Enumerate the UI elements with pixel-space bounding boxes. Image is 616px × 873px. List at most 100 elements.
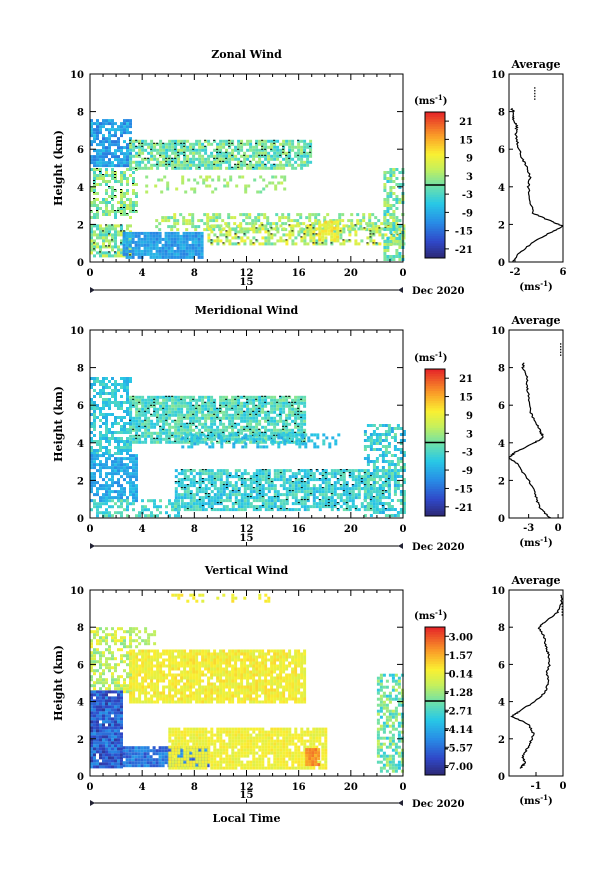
heatmap-cell bbox=[186, 139, 190, 143]
heatmap-cell bbox=[186, 154, 190, 158]
heatmap-cell bbox=[93, 137, 96, 141]
heatmap-cell bbox=[99, 413, 102, 416]
contour-mark bbox=[171, 157, 174, 159]
heatmap-cell bbox=[240, 484, 244, 488]
heatmap-cell bbox=[327, 478, 331, 482]
heatmap-cell bbox=[195, 139, 199, 143]
heatmap-cell bbox=[182, 255, 186, 259]
contour-mark bbox=[102, 174, 104, 175]
heatmap-cell bbox=[297, 157, 301, 161]
heatmap-cell bbox=[384, 430, 388, 433]
heatmap-cell bbox=[93, 434, 96, 437]
heatmap-cell bbox=[231, 493, 235, 497]
contour-mark bbox=[213, 139, 216, 141]
heatmap-cell bbox=[255, 484, 259, 488]
heatmap-cell bbox=[167, 249, 171, 253]
colorbar-unit: (ms-1) bbox=[414, 93, 447, 107]
heatmap-cell bbox=[282, 499, 286, 503]
heatmap-cell bbox=[294, 407, 298, 411]
heatmap-cell bbox=[147, 160, 151, 164]
heatmap-cell bbox=[219, 490, 223, 494]
heatmap-cell bbox=[258, 154, 262, 158]
heatmap-cell bbox=[99, 389, 102, 392]
heatmap-cell bbox=[327, 220, 331, 224]
heatmap-cell bbox=[123, 204, 126, 207]
heatmap-cell bbox=[231, 416, 235, 420]
heatmap-cell bbox=[249, 496, 253, 500]
contour-mark bbox=[150, 413, 153, 415]
heatmap-cell bbox=[168, 157, 172, 161]
heatmap-cell bbox=[246, 499, 250, 503]
heatmap-cell bbox=[276, 475, 280, 479]
heatmap-cell bbox=[111, 224, 114, 228]
heatmap-cell bbox=[120, 183, 123, 186]
heatmap-cell bbox=[276, 499, 280, 503]
heatmap-cell bbox=[219, 145, 223, 149]
heatmap-cell bbox=[117, 140, 120, 144]
heatmap-cell bbox=[273, 157, 277, 161]
heatmap-cell bbox=[216, 475, 220, 479]
contour-mark bbox=[201, 481, 204, 483]
heatmap-cell bbox=[398, 258, 402, 261]
heatmap-cell bbox=[129, 404, 133, 408]
heatmap-cell bbox=[324, 236, 328, 240]
heatmap-cell bbox=[264, 151, 268, 155]
heatmap-cell bbox=[222, 505, 226, 509]
heatmap-cell bbox=[123, 119, 126, 123]
heatmap-cell bbox=[267, 154, 271, 158]
heatmap-cell bbox=[261, 487, 265, 491]
heatmap-cell bbox=[227, 222, 231, 226]
heatmap-cell bbox=[357, 493, 361, 497]
heatmap-cell bbox=[105, 180, 108, 183]
heatmap-cell bbox=[210, 413, 214, 417]
contour-mark bbox=[252, 410, 255, 412]
heatmap-cell bbox=[198, 487, 202, 491]
heatmap-cell bbox=[161, 237, 165, 241]
heatmap-cell bbox=[105, 198, 108, 201]
heatmap-cell bbox=[246, 407, 250, 411]
contour-mark bbox=[141, 142, 144, 144]
heatmap-cell bbox=[303, 502, 307, 506]
colorbar-segment bbox=[425, 206, 445, 210]
heatmap-cell bbox=[246, 419, 250, 423]
contour-mark bbox=[345, 469, 348, 471]
heatmap-cell bbox=[192, 481, 196, 485]
heatmap-cell bbox=[333, 472, 337, 476]
heatmap-cell bbox=[189, 478, 193, 482]
heatmap-cell bbox=[267, 499, 271, 503]
heatmap-cell bbox=[243, 472, 247, 476]
heatmap-cell bbox=[176, 231, 180, 235]
heatmap-cell bbox=[167, 255, 171, 259]
heatmap-cell bbox=[161, 243, 165, 247]
heatmap-cell bbox=[387, 475, 391, 478]
heatmap-cell bbox=[213, 416, 217, 420]
heatmap-cell bbox=[258, 484, 262, 488]
heatmap-cell bbox=[245, 213, 249, 217]
heatmap-cell bbox=[315, 496, 319, 500]
heatmap-cell bbox=[264, 508, 268, 512]
heatmap-cell bbox=[237, 416, 241, 420]
contour-mark bbox=[288, 224, 291, 226]
heatmap-cell bbox=[234, 502, 238, 506]
contour-mark bbox=[246, 425, 249, 427]
heatmap-cell bbox=[114, 216, 117, 219]
contour-mark bbox=[168, 395, 171, 397]
heatmap-cell bbox=[159, 154, 163, 158]
heatmap-cell bbox=[276, 469, 280, 473]
heatmap-cell bbox=[275, 222, 279, 226]
heatmap-cell bbox=[297, 416, 301, 420]
heatmap-cell bbox=[108, 164, 111, 168]
heatmap-cell bbox=[389, 180, 393, 183]
heatmap-cell bbox=[111, 192, 114, 195]
heatmap-cell bbox=[372, 505, 376, 509]
contour-mark bbox=[168, 437, 171, 439]
heatmap-cell bbox=[96, 213, 99, 216]
heatmap-cell bbox=[144, 404, 148, 408]
colorbar-segment bbox=[425, 153, 445, 157]
heatmap-cell bbox=[219, 502, 223, 506]
heatmap-cell bbox=[339, 469, 343, 473]
heatmap-cell bbox=[132, 460, 135, 464]
heatmap-cell bbox=[240, 505, 244, 509]
heatmap-cell bbox=[201, 469, 205, 473]
